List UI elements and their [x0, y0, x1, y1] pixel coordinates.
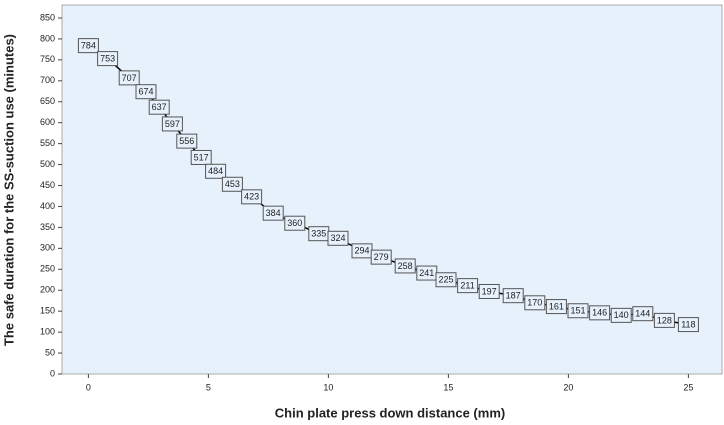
- data-label: 146: [592, 308, 607, 318]
- data-label: 637: [152, 102, 167, 112]
- data-label: 197: [482, 286, 497, 296]
- data-label-box: [632, 306, 654, 322]
- data-label: 279: [374, 252, 389, 262]
- data-label-box: [205, 163, 227, 179]
- data-label: 161: [549, 301, 564, 311]
- data-label: 118: [681, 319, 695, 329]
- y-tick-label: 350: [40, 222, 55, 232]
- data-label: 211: [460, 280, 474, 290]
- y-tick-label: 200: [40, 285, 55, 295]
- data-label-box: [77, 38, 99, 54]
- data-label: 517: [194, 152, 209, 162]
- data-label: 753: [100, 53, 115, 63]
- y-tick-label: 100: [40, 326, 55, 336]
- x-axis-title: Chin plate press down distance (mm): [275, 405, 505, 420]
- y-tick-label: 0: [50, 368, 55, 378]
- y-axis-title: The safe duration for the SS-suction use…: [1, 34, 16, 346]
- data-label-box: [457, 278, 479, 294]
- data-label: 674: [138, 87, 153, 97]
- data-label: 170: [527, 298, 542, 308]
- x-tick-label: 0: [86, 382, 91, 392]
- data-label-box: [478, 283, 500, 299]
- x-tick-label: 15: [443, 382, 453, 392]
- y-tick-label: 800: [40, 33, 55, 43]
- data-label-box: [589, 305, 611, 321]
- data-label: 258: [398, 261, 413, 271]
- x-tick-label: 10: [323, 382, 333, 392]
- data-label-box: [241, 189, 263, 205]
- data-label: 484: [208, 166, 223, 176]
- data-label: 597: [165, 119, 180, 129]
- x-tick-label: 25: [683, 382, 693, 392]
- data-label: 707: [122, 73, 137, 83]
- data-label-box: [567, 303, 589, 319]
- y-tick-label: 400: [40, 201, 55, 211]
- data-label: 294: [354, 246, 369, 256]
- data-label-box: [148, 99, 170, 115]
- data-label-box: [284, 215, 306, 231]
- data-label-box: [524, 295, 546, 311]
- y-tick-label: 500: [40, 159, 55, 169]
- data-label-box: [653, 312, 675, 328]
- x-tick-label: 5: [206, 382, 211, 392]
- data-label-box: [118, 70, 140, 86]
- data-label: 384: [266, 208, 281, 218]
- y-tick-label: 450: [40, 180, 55, 190]
- data-label: 335: [311, 229, 326, 239]
- data-label-box: [435, 272, 457, 288]
- data-label-box: [135, 84, 157, 100]
- data-label: 128: [657, 315, 672, 325]
- y-tick-label: 250: [40, 264, 55, 274]
- data-label: 784: [81, 41, 96, 51]
- data-label: 151: [570, 306, 585, 316]
- data-label: 187: [506, 291, 521, 301]
- data-label-box: [327, 230, 349, 246]
- data-label: 140: [614, 310, 629, 320]
- data-label: 324: [330, 233, 345, 243]
- data-label: 556: [179, 136, 194, 146]
- data-label-box: [545, 299, 567, 315]
- y-tick-label: 50: [45, 347, 55, 357]
- data-label: 144: [635, 309, 650, 319]
- data-label-box: [610, 307, 632, 323]
- data-label: 453: [225, 179, 240, 189]
- y-tick-label: 750: [40, 54, 55, 64]
- y-tick-label: 550: [40, 138, 55, 148]
- data-label-box: [502, 288, 524, 304]
- y-tick-label: 850: [40, 12, 55, 22]
- data-label: 241: [419, 268, 434, 278]
- data-label-box: [370, 249, 392, 265]
- data-label-box: [394, 258, 416, 274]
- data-label: 225: [438, 275, 453, 285]
- y-tick-label: 650: [40, 96, 55, 106]
- y-tick-label: 300: [40, 243, 55, 253]
- data-label-box: [161, 116, 183, 132]
- data-label: 360: [287, 218, 302, 228]
- y-tick-label: 600: [40, 117, 55, 127]
- y-tick-label: 700: [40, 75, 55, 85]
- data-label-box: [677, 317, 699, 333]
- data-label-box: [262, 205, 284, 221]
- x-tick-label: 20: [563, 382, 573, 392]
- data-label-box: [176, 133, 198, 149]
- data-label-box: [97, 51, 119, 67]
- data-label-box: [190, 149, 212, 165]
- data-label: 423: [244, 192, 259, 202]
- y-tick-label: 150: [40, 306, 55, 316]
- data-label-box: [221, 176, 243, 192]
